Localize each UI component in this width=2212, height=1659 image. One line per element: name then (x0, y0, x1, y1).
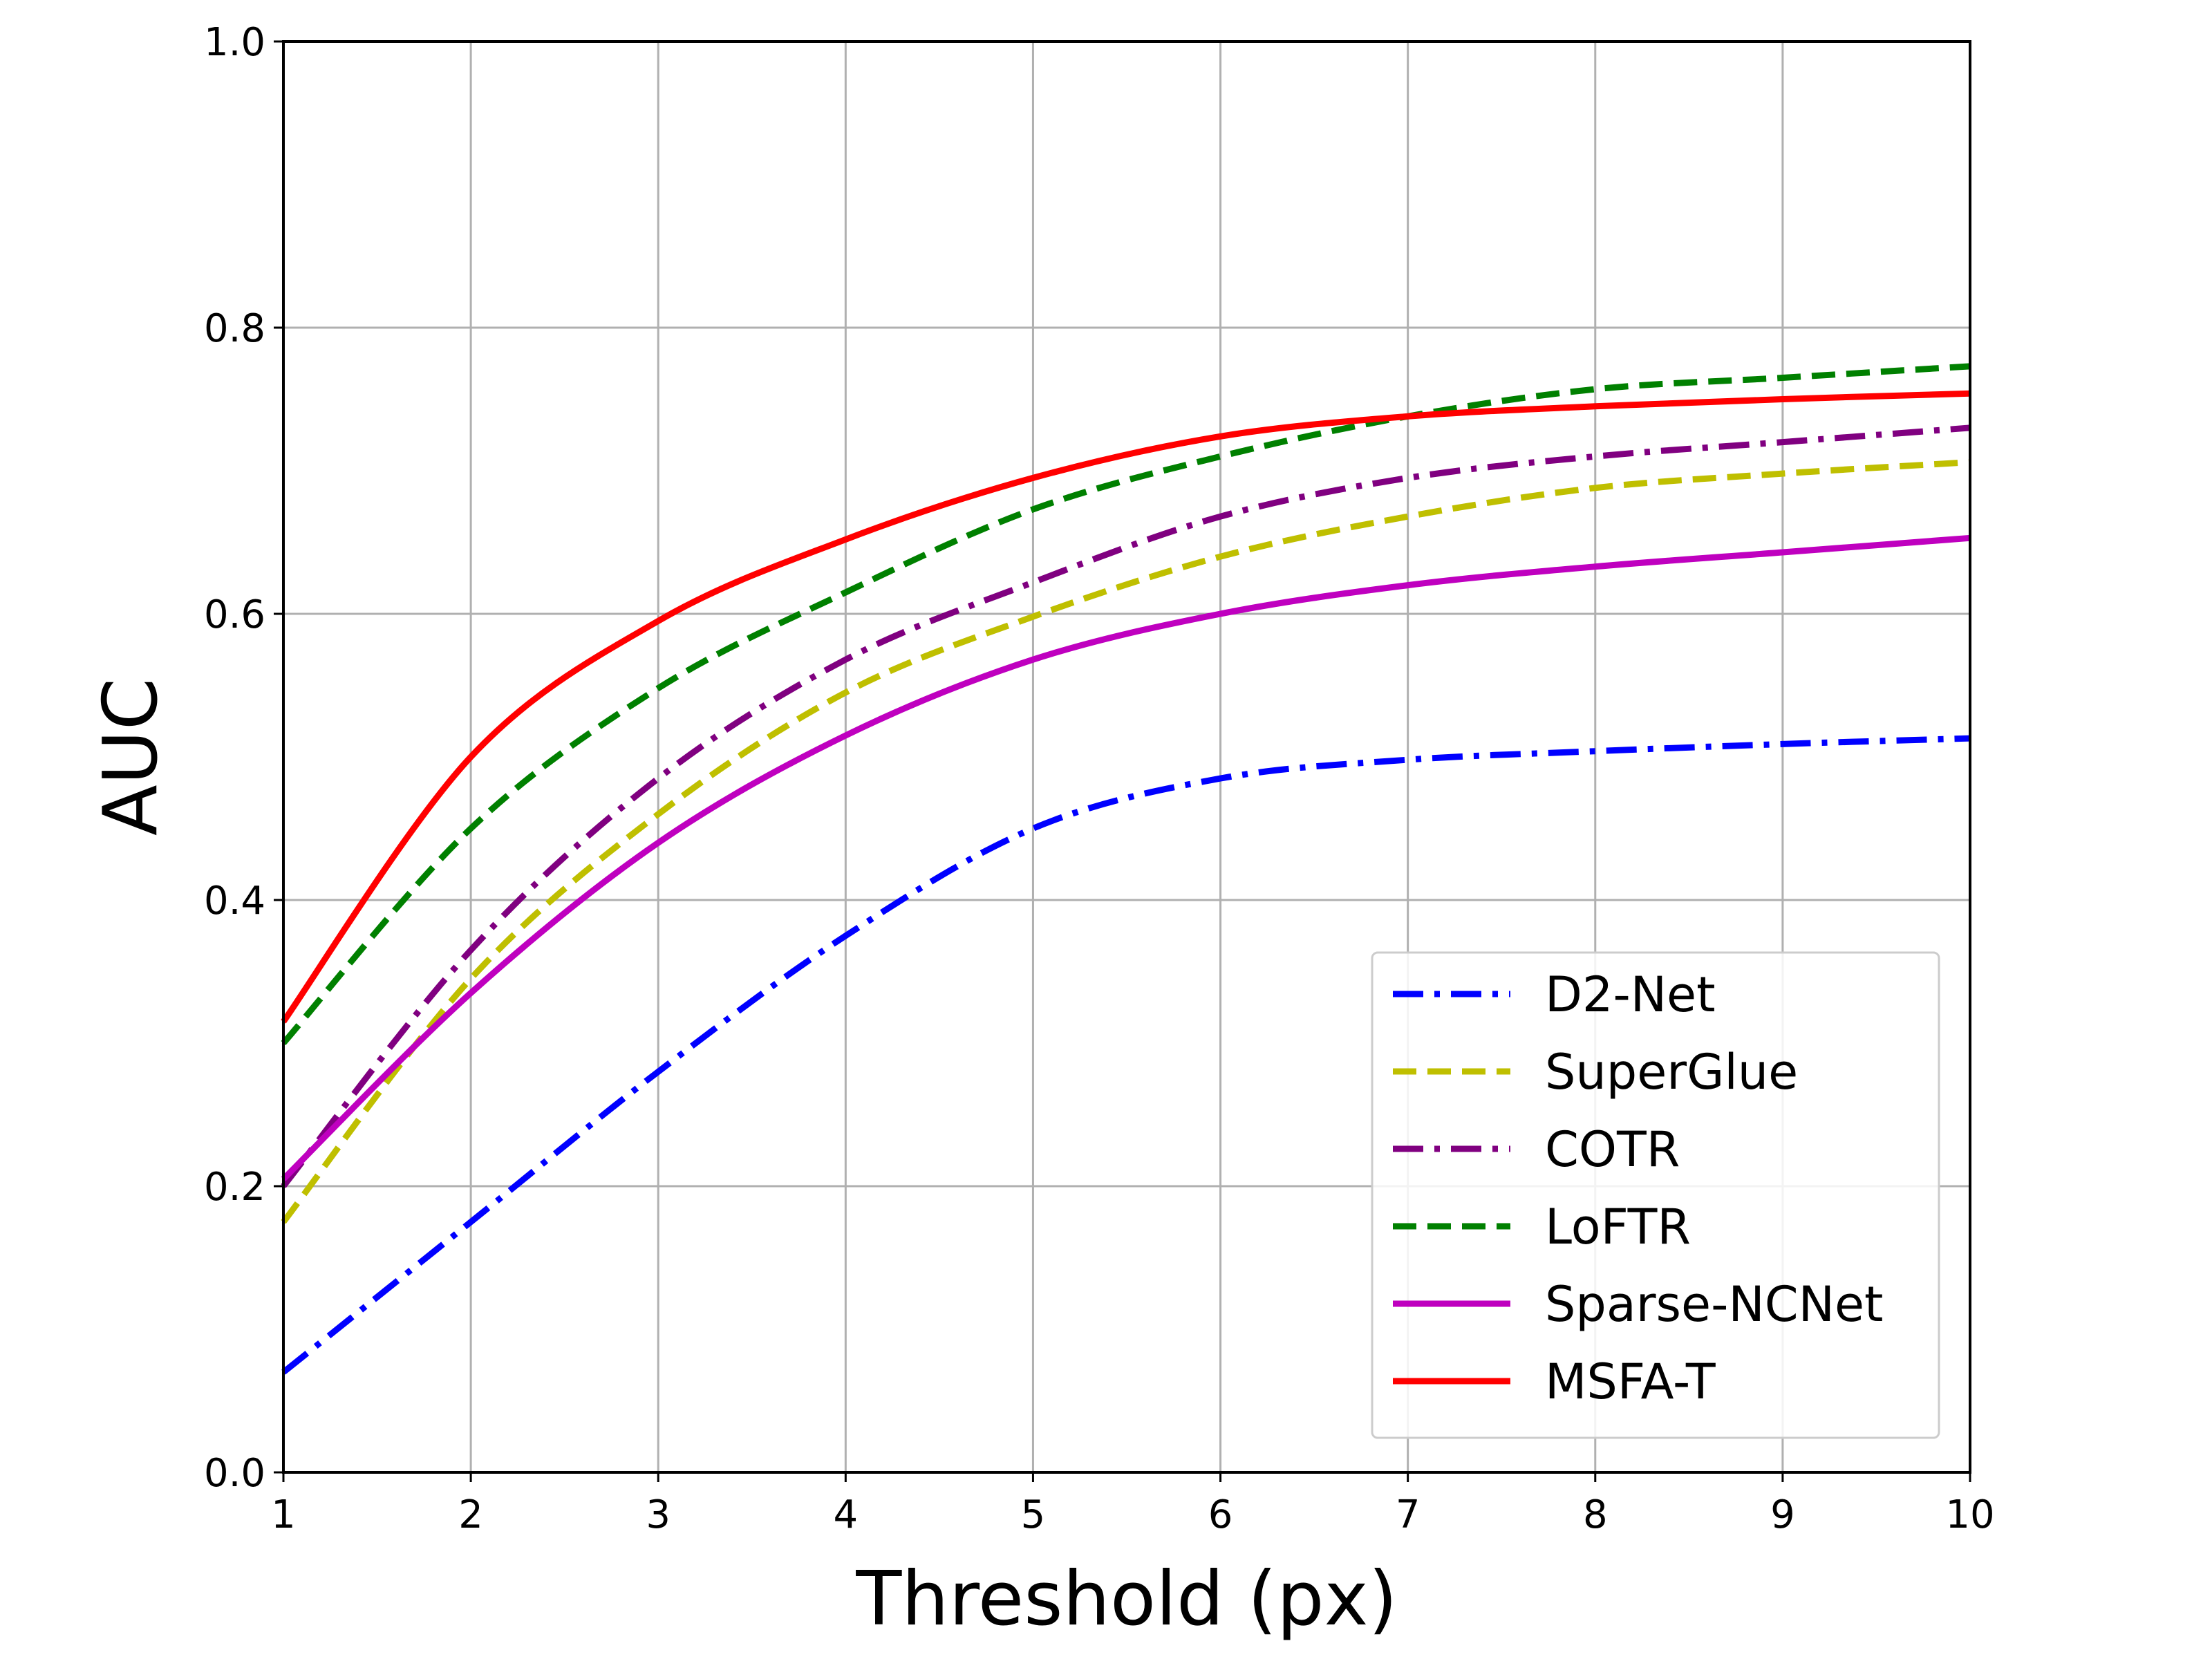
x-tick-label: 3 (646, 1492, 671, 1537)
legend-label: D2-Net (1545, 966, 1716, 1023)
x-tick-label: 10 (1945, 1492, 1994, 1537)
x-tick-label: 2 (458, 1492, 483, 1537)
y-tick-label: 0.2 (204, 1165, 265, 1210)
legend-label: MSFA-T (1545, 1353, 1716, 1410)
series-line-msfa-t (281, 390, 1971, 1024)
y-tick-label: 0.0 (204, 1451, 265, 1496)
series-line-superglue (281, 459, 1971, 1224)
y-axis-label: AUC (88, 678, 174, 836)
y-tick-label: 1.0 (204, 20, 265, 65)
plot-frame (282, 40, 1971, 1474)
y-tick-label: 0.4 (204, 879, 265, 924)
series-line-loftr (281, 363, 1971, 1045)
x-axis-label: Threshold (px) (855, 1556, 1397, 1642)
series-layer (281, 363, 1971, 1375)
x-tick-label: 5 (1021, 1492, 1046, 1537)
y-tick-label: 0.6 (204, 592, 265, 637)
legend-label: Sparse-NCNet (1545, 1276, 1883, 1333)
series-line-cotr (281, 424, 1971, 1188)
x-tick-label: 7 (1396, 1492, 1421, 1537)
axis-ticks: 1 2 3 4 5 6 7 8 9 10 0.0 0.2 0.4 0.6 0.8 1.0 (204, 20, 1995, 1537)
legend-label: SuperGlue (1545, 1044, 1798, 1100)
legend-label: LoFTR (1545, 1199, 1691, 1255)
x-tick-label: 8 (1583, 1492, 1608, 1537)
x-tick-label: 6 (1208, 1492, 1233, 1537)
legend-box (1371, 951, 1940, 1439)
legend: D2-Net SuperGlue COTR LoFTR Sparse-NCNet MSFA… (1371, 951, 1940, 1439)
legend-label: COTR (1545, 1121, 1680, 1178)
x-tick-label: 1 (271, 1492, 296, 1537)
series-line-d2-net (281, 735, 1971, 1375)
x-tick-label: 9 (1770, 1492, 1795, 1537)
x-tick-label: 4 (834, 1492, 859, 1537)
series-line-sparse-ncnet (281, 534, 1971, 1181)
y-tick-label: 0.8 (204, 306, 265, 351)
